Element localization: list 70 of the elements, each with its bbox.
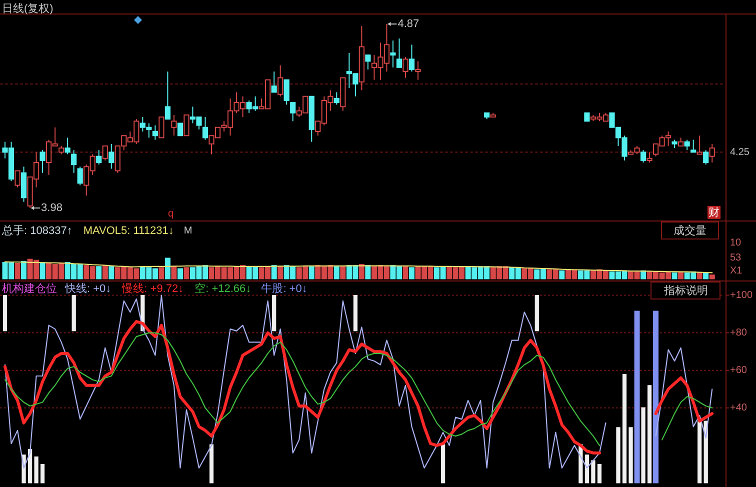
bar xyxy=(171,266,177,280)
bar xyxy=(696,272,702,280)
y-tick-label: +80 xyxy=(730,327,748,338)
bar xyxy=(14,263,20,280)
text: 牛股: +0↓ xyxy=(261,282,308,295)
bar xyxy=(402,266,408,280)
bar xyxy=(72,295,76,332)
bar xyxy=(28,448,32,484)
bar xyxy=(96,266,102,280)
bar xyxy=(698,420,702,484)
bar xyxy=(584,454,590,484)
text: X1 xyxy=(730,266,743,277)
annotation: 3.98 xyxy=(41,202,62,214)
bar xyxy=(365,265,371,280)
bar xyxy=(647,385,652,484)
bar xyxy=(177,268,183,280)
bar xyxy=(272,295,276,332)
annotation: 财 xyxy=(708,206,720,219)
bar xyxy=(108,266,114,280)
chart-title: 日线(复权) xyxy=(2,2,54,15)
y-tick-label: +60 xyxy=(730,365,748,376)
annotation: 4.87 xyxy=(398,18,420,30)
y-tick-label: +100 xyxy=(730,290,753,301)
bar xyxy=(704,420,708,484)
bar xyxy=(358,264,364,280)
text: 慢线: +9.72↓ xyxy=(121,282,184,295)
text: M xyxy=(184,226,192,237)
bar xyxy=(271,265,277,280)
annotation: 指标说明 xyxy=(663,284,708,297)
bar xyxy=(102,265,108,280)
chart-title: 机构建仓位 xyxy=(2,282,57,295)
bar xyxy=(40,464,45,484)
series-label: 快线: +0↓ xyxy=(64,282,112,295)
text: 成交量 xyxy=(674,224,706,237)
bar xyxy=(164,258,170,280)
bar xyxy=(278,266,284,280)
bar xyxy=(709,274,715,280)
y-tick-label: +40 xyxy=(730,402,748,414)
bar xyxy=(703,272,709,280)
bar xyxy=(334,266,340,280)
bar xyxy=(597,464,602,484)
bar xyxy=(634,310,640,484)
text: 53 xyxy=(730,252,742,264)
bar xyxy=(184,267,190,280)
bar xyxy=(308,266,314,280)
text: q xyxy=(168,208,174,220)
bar xyxy=(622,374,627,484)
bar xyxy=(2,295,8,332)
text: MAVOL5: 111231↓ xyxy=(83,224,174,237)
bar xyxy=(209,444,214,484)
bar xyxy=(591,460,596,484)
ref-line-label: 4.25 xyxy=(730,146,750,158)
bar xyxy=(653,310,659,484)
bar xyxy=(672,272,678,280)
bar xyxy=(340,266,346,280)
text: 总手: 108337↑ xyxy=(1,224,72,237)
bar xyxy=(158,267,164,280)
bar xyxy=(21,260,27,280)
bar xyxy=(641,407,646,484)
text: 10 xyxy=(730,238,742,249)
bar xyxy=(40,262,46,280)
bar xyxy=(616,427,620,484)
bar xyxy=(34,456,38,484)
bar xyxy=(353,295,358,332)
text: 空: +12.66↓ xyxy=(194,282,252,295)
bar xyxy=(440,444,446,484)
bar xyxy=(409,267,414,280)
bar xyxy=(534,295,539,332)
bar xyxy=(559,270,565,280)
bar xyxy=(628,427,633,484)
